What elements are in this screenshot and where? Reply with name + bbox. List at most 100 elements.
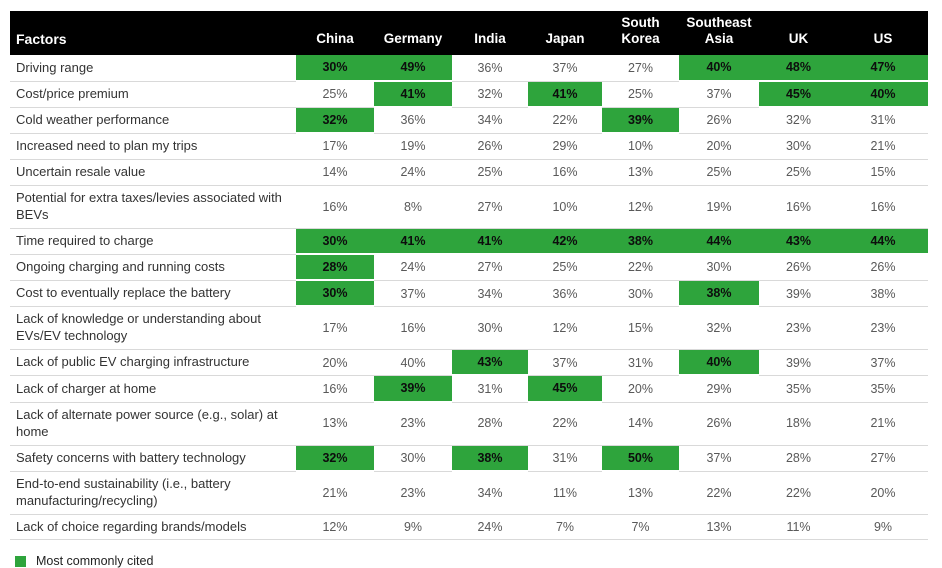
factors-table: Factors China Germany India Japan South Kore…	[10, 11, 928, 541]
legend-label: Most commonly cited	[36, 554, 154, 568]
table-row: Lack of public EV charging infrastructur…	[10, 350, 928, 377]
value-cell: 32%	[452, 82, 528, 108]
value-cell-highlighted: 28%	[296, 254, 374, 282]
value-cell-highlighted: 30%	[296, 55, 374, 82]
legend-swatch-icon	[15, 555, 26, 567]
factor-label: Ongoing charging and running costs	[10, 255, 296, 282]
value-cell: 25%	[452, 160, 528, 186]
value-cell: 26%	[838, 255, 928, 282]
value-cell: 19%	[679, 186, 759, 229]
value-cell: 17%	[296, 134, 374, 161]
value-cell-highlighted: 32%	[296, 445, 374, 472]
value-cell-highlighted: 39%	[602, 107, 679, 135]
value-cell: 40%	[374, 350, 452, 377]
factor-label: Increased need to plan my trips	[10, 134, 296, 161]
factor-label: Cost/price premium	[10, 82, 296, 108]
value-cell: 39%	[759, 281, 838, 308]
value-cell: 14%	[296, 160, 374, 186]
factor-label: Driving range	[10, 55, 296, 82]
value-cell: 27%	[452, 186, 528, 229]
value-cell: 23%	[838, 307, 928, 351]
value-cell-highlighted: 43%	[759, 228, 838, 255]
value-cell: 30%	[374, 446, 452, 472]
value-cell: 12%	[296, 515, 374, 541]
value-cell: 27%	[452, 255, 528, 282]
value-cell: 22%	[679, 472, 759, 515]
value-cell: 11%	[528, 472, 602, 515]
value-cell: 9%	[374, 515, 452, 541]
value-cell: 26%	[452, 134, 528, 161]
value-cell: 12%	[528, 307, 602, 351]
value-cell: 16%	[528, 160, 602, 186]
value-cell: 17%	[296, 307, 374, 351]
factor-label: Uncertain resale value	[10, 160, 296, 186]
value-cell: 16%	[296, 376, 374, 403]
factor-label: Cost to eventually replace the battery	[10, 281, 296, 308]
value-cell-highlighted: 41%	[374, 228, 452, 255]
value-cell: 34%	[452, 108, 528, 135]
value-cell: 36%	[374, 108, 452, 135]
value-cell: 15%	[602, 307, 679, 351]
column-header-germany: Germany	[383, 31, 443, 47]
value-cell-highlighted: 43%	[452, 350, 528, 377]
column-header-us: US	[873, 31, 893, 47]
value-cell: 26%	[679, 108, 759, 135]
value-cell: 24%	[374, 255, 452, 282]
value-cell: 23%	[759, 307, 838, 351]
table-row: Lack of charger at home 16% 39% 31% 45% 20% 29…	[10, 376, 928, 403]
table-body: Driving range 30% 49% 36% 37% 27% 40% 48% 47% Cos…	[10, 55, 928, 541]
table-row: Lack of alternate power source (e.g., so…	[10, 403, 928, 446]
value-cell: 13%	[602, 472, 679, 515]
value-cell: 7%	[528, 515, 602, 541]
value-cell: 29%	[679, 376, 759, 403]
table-row: Cost to eventually replace the battery 30…	[10, 281, 928, 308]
table-row: Time required to charge 30% 41% 41% 42% 38% 44…	[10, 228, 928, 255]
value-cell: 11%	[759, 515, 838, 541]
value-cell-highlighted: 40%	[838, 81, 928, 108]
value-cell: 37%	[838, 350, 928, 377]
value-cell: 37%	[528, 350, 602, 377]
factor-label: Safety concerns with battery technology	[10, 446, 296, 472]
value-cell: 21%	[838, 134, 928, 161]
value-cell-highlighted: 40%	[679, 55, 759, 82]
column-header-india: India	[474, 31, 506, 47]
value-cell: 37%	[679, 82, 759, 108]
value-cell: 14%	[602, 403, 679, 446]
value-cell: 21%	[296, 472, 374, 515]
value-cell: 7%	[602, 515, 679, 541]
value-cell: 20%	[296, 350, 374, 377]
value-cell: 35%	[838, 376, 928, 403]
value-cell-highlighted: 42%	[528, 228, 602, 255]
value-cell: 34%	[452, 472, 528, 515]
value-cell: 31%	[838, 108, 928, 135]
value-cell: 12%	[602, 186, 679, 229]
factor-label: End-to-end sustainability (i.e., battery…	[10, 472, 296, 515]
value-cell: 9%	[838, 515, 928, 541]
value-cell: 16%	[759, 186, 838, 229]
column-header-southeast-asia: Southeast Asia	[686, 15, 752, 47]
value-cell: 15%	[838, 160, 928, 186]
value-cell: 25%	[679, 160, 759, 186]
table-row: Ongoing charging and running costs 28% 24%…	[10, 254, 928, 282]
report-table-figure: Factors China Germany India Japan South Kore…	[10, 11, 928, 568]
value-cell: 30%	[759, 134, 838, 161]
value-cell: 32%	[679, 307, 759, 351]
value-cell: 23%	[374, 403, 452, 446]
value-cell: 25%	[528, 255, 602, 282]
value-cell: 38%	[838, 281, 928, 308]
value-cell: 16%	[374, 307, 452, 351]
value-cell-highlighted: 38%	[452, 445, 528, 472]
value-cell: 25%	[296, 82, 374, 108]
value-cell-highlighted: 44%	[838, 228, 928, 255]
value-cell: 22%	[602, 255, 679, 282]
value-cell: 21%	[838, 403, 928, 446]
table-row: Potential for extra taxes/levies associa…	[10, 186, 928, 229]
factor-label: Lack of charger at home	[10, 376, 296, 403]
table-row: Lack of choice regarding brands/models 12…	[10, 515, 928, 541]
factor-label: Cold weather performance	[10, 108, 296, 135]
table-row: Cold weather performance 32% 36% 34% 22% 39% 2…	[10, 107, 928, 135]
value-cell: 32%	[759, 108, 838, 135]
value-cell-highlighted: 50%	[602, 445, 679, 472]
factors-column-header: Factors	[16, 30, 67, 47]
table-row: Safety concerns with battery technology 3…	[10, 445, 928, 472]
